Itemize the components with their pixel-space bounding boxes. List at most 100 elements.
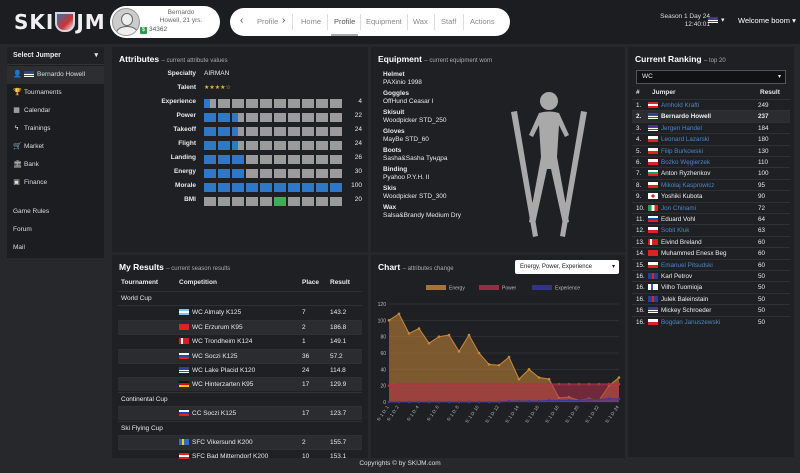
results-row[interactable]: SFC Vikersund K200 2 155.7	[118, 435, 362, 449]
sidebar-item-jumper[interactable]: 👤 Bernardo Howell	[7, 66, 104, 84]
sidebar-item-trainings[interactable]: ϟ Trainings	[7, 120, 104, 138]
ranking-row[interactable]: 3. Jergen Handel 184	[632, 121, 790, 134]
ranking-row[interactable]: 16. Mickey Schroeder 50	[632, 304, 790, 315]
select-jumper-dropdown[interactable]: Select Jumper ▾	[7, 47, 104, 65]
avatar	[112, 8, 140, 36]
ranking-jumper[interactable]: Bernardo Howell	[648, 111, 711, 122]
ranking-jumper[interactable]: Filip Burkowski	[648, 146, 703, 157]
language-dropdown[interactable]: ▾	[708, 16, 725, 24]
results-competition[interactable]: WC Erzurum K95	[179, 321, 243, 335]
results-competition[interactable]: WC Soczi K125	[179, 350, 238, 364]
ranking-jumper[interactable]: Jergen Handel	[648, 123, 702, 134]
ranking-jumper[interactable]: Yoshiki Kubota	[648, 191, 702, 202]
attribute-bar-segment	[218, 99, 230, 108]
equipment-item-skis[interactable]: Woodpicker STD_300	[383, 193, 447, 200]
profile-card[interactable]: Bernardo Howell, 21 yrs. $34362	[110, 6, 220, 38]
results-row[interactable]: WC Trondheim K124 1 149.1	[118, 334, 362, 348]
sidebar-link-forum[interactable]: Forum	[13, 226, 32, 233]
nav-actions[interactable]: Actions	[470, 17, 495, 26]
ranking-row[interactable]: 11. Eduard Vohl 64	[632, 213, 790, 224]
equipment-item-wax[interactable]: Salsa&Brandy Medium Dry	[383, 212, 462, 219]
ranking-jumper[interactable]: Mikołaj Kasprowicz	[648, 180, 715, 191]
ranking-position: 16.	[636, 295, 645, 303]
ranking-row[interactable]: 15. Emanuel Pitsudski 60	[632, 258, 790, 271]
chevron-right-icon[interactable]: ›	[282, 15, 286, 26]
ranking-row[interactable]: 2. Bernardo Howell 237	[632, 110, 790, 122]
ranking-jumper[interactable]: Anton Ryzhenkov	[648, 168, 710, 179]
sidebar-item-tournaments[interactable]: 🏆 Tournaments	[7, 84, 104, 102]
nav-home[interactable]: Home	[301, 17, 322, 26]
ranking-jumper[interactable]: Jon Chinami	[648, 203, 696, 214]
ranking-jumper[interactable]: Eduard Vohl	[648, 214, 695, 225]
results-row[interactable]: WC Soczi K125 36 57.2	[118, 348, 362, 364]
results-row[interactable]: WC Almaty K125 7 143.2	[118, 305, 362, 319]
results-tournament: Continental Cup	[121, 395, 168, 403]
results-competition[interactable]: WC Hinterzarten K95	[179, 378, 253, 392]
ranking-row[interactable]: 5. Filip Burkowski 130	[632, 144, 790, 157]
sidebar-item-market[interactable]: 🛒 Market	[7, 138, 104, 156]
nav-breadcrumb-profile[interactable]: Profile	[257, 17, 279, 26]
ranking-row[interactable]: 9. Yoshiki Kubota 90	[632, 190, 790, 201]
equipment-item-goggles[interactable]: OffHund Ceasar I	[383, 98, 434, 105]
results-competition[interactable]: SFC Bad Mitterndorf K200	[179, 450, 268, 464]
results-competition[interactable]: CC Soczi K125	[179, 407, 236, 421]
nav-equipment[interactable]: Equipment	[366, 17, 402, 26]
sidebar-link-mail[interactable]: Mail	[13, 244, 25, 251]
logo[interactable]: SKI JM	[14, 10, 106, 34]
ranking-jumper[interactable]: Sobit Kluk	[648, 225, 689, 236]
ranking-jumper[interactable]: Emanuel Pitsudski	[648, 260, 713, 271]
ranking-row[interactable]: 7. Anton Ryzhenkov 100	[632, 167, 790, 178]
results-row[interactable]: WC Erzurum K95 2 186.8	[118, 319, 362, 335]
ranking-jumper[interactable]: Eivind Breland	[648, 237, 702, 248]
chart-point-experience	[427, 400, 431, 404]
ranking-jumper[interactable]: Bożko Węgierzek	[648, 157, 710, 168]
sidebar-item-bank[interactable]: 🏛 Bank	[7, 156, 104, 174]
ranking-jumper[interactable]: Mickey Schroeder	[648, 305, 711, 316]
results-row[interactable]: WC Hinterzarten K95 17 129.9	[118, 377, 362, 392]
results-competition[interactable]: WC Lake Placid K120	[179, 364, 255, 378]
equipment-item-helmet[interactable]: PAXinio 1998	[383, 79, 422, 86]
ranking-jumper[interactable]: Bogdan Januszewski	[648, 317, 720, 328]
chevron-down-icon: ▾	[721, 17, 725, 24]
ranking-jumper[interactable]: Muhammed Enesx Beg	[648, 248, 726, 259]
equipment-item-skisuit[interactable]: Woodpicker STD_250	[383, 117, 447, 124]
ranking-row[interactable]: 14. Muhammed Enesx Beg 60	[632, 247, 790, 258]
ranking-row[interactable]: 6. Bożko Węgierzek 110	[632, 156, 790, 167]
results-row[interactable]: SFC Bad Mitterndorf K200 10 153.1	[118, 449, 362, 463]
ranking-jumper[interactable]: Karl Petrov	[648, 271, 692, 282]
ranking-jumper[interactable]: Arnhold Krafti	[648, 100, 699, 111]
sidebar-item-calendar[interactable]: ▦ Calendar	[7, 102, 104, 120]
ranking-jumper[interactable]: Julek Baleinstain	[648, 294, 708, 305]
ranking-row[interactable]: 13. Eivind Breland 60	[632, 235, 790, 248]
ranking-row[interactable]: 16. Vilho Tuomioja 50	[632, 281, 790, 292]
ranking-row[interactable]: 1. Arnhold Krafti 249	[632, 99, 790, 110]
results-competition[interactable]: SFC Vikersund K200	[179, 436, 253, 450]
user-menu[interactable]: Welcome boom ▾	[738, 16, 796, 25]
sidebar-item-finance[interactable]: ▣ Finance	[7, 174, 104, 192]
equipment-item-gloves[interactable]: MayBe STD_60	[383, 136, 429, 143]
ranking-row[interactable]: 12. Sobit Kluk 63	[632, 224, 790, 235]
results-competition[interactable]: WC Trondheim K124	[179, 335, 252, 349]
nav-staff[interactable]: Staff	[441, 17, 457, 26]
sidebar-link-game-rules[interactable]: Game Rules	[13, 208, 50, 215]
ranking-row[interactable]: 16. Bogdan Januszewski 50	[632, 315, 790, 328]
ranking-jumper[interactable]: Vilho Tuomioja	[648, 282, 702, 293]
nav-profile[interactable]: Profile	[331, 8, 359, 36]
results-place: 17	[302, 410, 310, 418]
ranking-row[interactable]: 10. Jon Chinami 72	[632, 201, 790, 214]
results-row[interactable]: CC Soczi K125 17 123.7	[118, 406, 362, 421]
ranking-row[interactable]: 16. Julek Baleinstain 50	[632, 292, 790, 305]
equipment-item-boots[interactable]: Sasha&Sasha Тундра	[383, 155, 448, 162]
ranking-jumper[interactable]: Leonard Lazarski	[648, 134, 709, 145]
ranking-row[interactable]: 4. Leonard Lazarski 180	[632, 133, 790, 144]
us-flag-icon	[24, 71, 34, 77]
ranking-row[interactable]: 8. Mikołaj Kasprowicz 95	[632, 178, 790, 191]
ranking-row[interactable]: 16. Karl Petrov 50	[632, 270, 790, 281]
chart-series-select[interactable]: Energy, Power, Experience ▾	[515, 260, 619, 274]
equipment-item-binding[interactable]: Pyahoo P.Y.H. II	[383, 174, 430, 181]
ranking-select[interactable]: WC ▾	[636, 70, 786, 84]
results-competition[interactable]: WC Almaty K125	[179, 306, 241, 320]
results-row[interactable]: WC Lake Placid K120 24 114.8	[118, 363, 362, 377]
chevron-left-icon[interactable]: ‹	[240, 15, 244, 26]
nav-wax[interactable]: Wax	[413, 17, 428, 26]
